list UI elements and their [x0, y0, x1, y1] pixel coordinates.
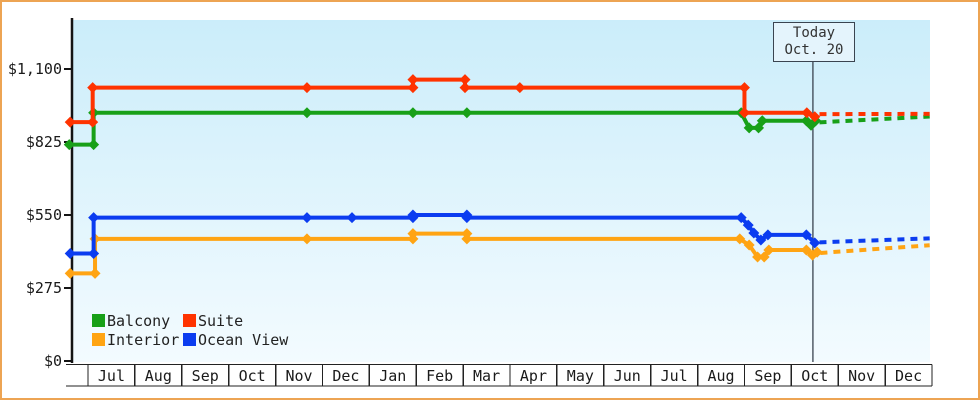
data-point-ocean-view: [301, 212, 313, 224]
data-point-suite: [738, 82, 750, 94]
plot-background-layer: [73, 20, 930, 362]
month-label: Jan: [379, 367, 406, 385]
month-label: Aug: [145, 367, 172, 385]
month-label: Nov: [285, 367, 312, 385]
month-label: Dec: [895, 367, 922, 385]
series-projection-balcony: [819, 114, 930, 125]
data-point-suite: [87, 116, 99, 128]
data-point-interior: [89, 267, 101, 279]
data-point-ocean-view: [800, 229, 812, 241]
y-tick-label: $550: [26, 206, 62, 224]
y-tick-label: $0: [44, 352, 62, 370]
data-point-interior: [811, 246, 823, 258]
month-label: Nov: [848, 367, 875, 385]
data-point-interior: [301, 233, 313, 245]
data-point-ocean-view: [346, 212, 358, 224]
axes-layer: $0 $275 $550 $825 $1,100 Jul Aug Sep Oct Nov Dec Ja…: [8, 18, 933, 387]
data-point-suite: [459, 74, 471, 86]
month-label: Apr: [520, 367, 547, 385]
today-date: Oct. 20: [784, 42, 844, 58]
month-label: Jul: [98, 367, 125, 385]
data-point-ocean-view: [748, 227, 760, 239]
legend: Balcony Suite Interior Ocean View: [92, 311, 288, 349]
data-point-balcony: [63, 139, 75, 151]
month-label: Jul: [661, 367, 688, 385]
series-projection-ocean-view: [819, 236, 930, 245]
month-label: Oct: [801, 367, 828, 385]
data-point-interior: [752, 251, 764, 263]
month-label: Aug: [707, 367, 734, 385]
legend-item-suite: Suite: [183, 311, 288, 330]
data-point-suite: [64, 116, 76, 128]
series-ocean-view: [64, 209, 930, 259]
data-point-suite: [407, 82, 419, 94]
data-point-suite: [514, 82, 526, 94]
data-point-ocean-view: [742, 219, 754, 231]
data-point-ocean-view: [64, 247, 76, 259]
data-point-interior: [734, 233, 746, 245]
legend-label: Ocean View: [198, 330, 289, 349]
month-label: Sep: [192, 367, 219, 385]
data-point-ocean-view: [88, 247, 100, 259]
plot-area: [73, 20, 930, 362]
legend-swatch-icon: [92, 314, 105, 327]
month-label: Sep: [754, 367, 781, 385]
data-point-interior: [743, 239, 755, 251]
data-point-ocean-view: [755, 234, 767, 246]
data-point-suite: [738, 107, 750, 119]
series-line-interior: [70, 231, 819, 276]
data-point-balcony: [461, 107, 473, 119]
legend-label: Balcony: [107, 311, 171, 330]
data-point-balcony: [407, 107, 419, 119]
data-point-suite: [407, 74, 419, 86]
data-point-interior: [758, 251, 770, 263]
series-projection-interior: [820, 243, 930, 255]
legend-item-balcony: Balcony: [92, 311, 183, 330]
today-annotation: Today Oct. 20: [773, 22, 855, 62]
month-label: Dec: [332, 367, 359, 385]
y-tick-label: $825: [26, 133, 62, 151]
legend-swatch-icon: [92, 333, 105, 346]
data-point-ocean-view: [461, 212, 473, 224]
data-point-suite: [809, 111, 821, 123]
data-point-interior: [407, 228, 419, 240]
series-suite: [64, 74, 930, 128]
data-point-interior: [461, 233, 473, 245]
legend-item-ocean-view: Ocean View: [183, 330, 288, 349]
data-point-balcony: [301, 107, 313, 119]
month-label: Feb: [426, 367, 453, 385]
data-point-suite: [87, 82, 99, 94]
month-label: Jun: [614, 367, 641, 385]
data-point-ocean-view: [809, 237, 821, 249]
data-point-ocean-view: [88, 212, 100, 224]
series-layer: [63, 74, 930, 279]
data-point-suite: [801, 107, 813, 119]
data-point-ocean-view: [762, 229, 774, 241]
data-point-balcony: [756, 115, 768, 127]
legend-swatch-icon: [183, 314, 196, 327]
data-point-suite: [301, 82, 313, 94]
today-label: Today: [792, 25, 836, 41]
month-label: Mar: [473, 367, 500, 385]
data-point-ocean-view: [735, 212, 747, 224]
month-label: May: [567, 367, 594, 385]
data-point-interior: [64, 267, 76, 279]
month-label: Oct: [239, 367, 266, 385]
data-point-balcony: [88, 139, 100, 151]
data-point-balcony: [743, 122, 755, 134]
legend-label: Interior: [107, 330, 180, 349]
legend-label: Suite: [198, 311, 244, 330]
data-point-interior: [800, 244, 812, 256]
data-point-ocean-view: [407, 209, 419, 221]
y-tick-label: $1,100: [8, 60, 62, 78]
y-tick-label: $275: [26, 279, 62, 297]
legend-swatch-icon: [183, 333, 196, 346]
data-point-interior: [763, 244, 775, 256]
legend-item-interior: Interior: [92, 330, 183, 349]
data-point-suite: [459, 82, 471, 94]
